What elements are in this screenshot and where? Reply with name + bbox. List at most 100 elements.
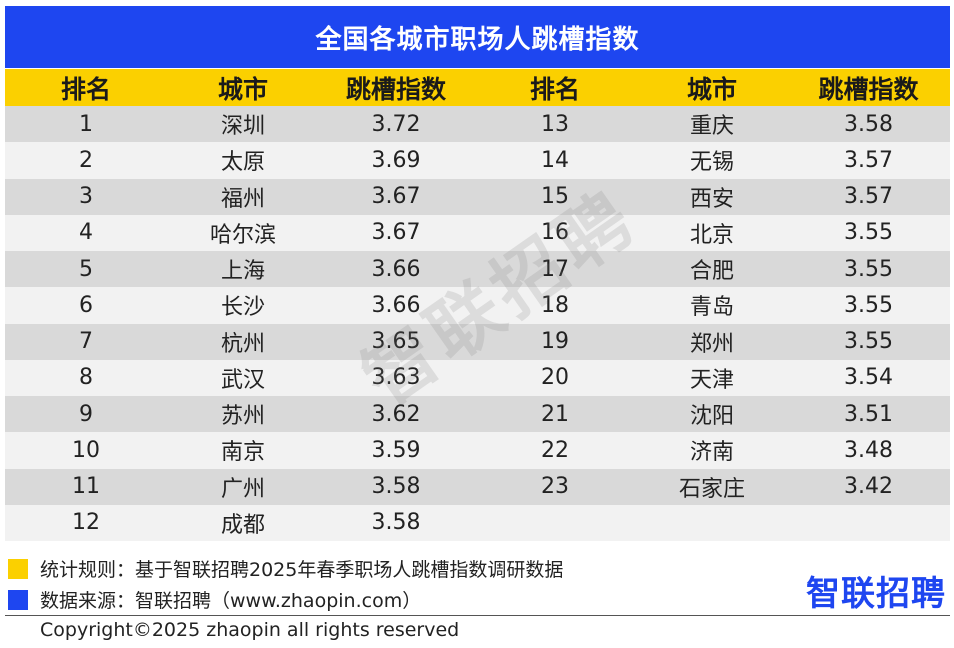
rank-cell-right: 13 — [541, 111, 569, 137]
rank-cell-left: 8 — [79, 365, 93, 391]
header-rank-right: 排名 — [529, 74, 580, 104]
header-city-right: 城市 — [686, 74, 737, 104]
rank-cell-right: 19 — [541, 329, 569, 355]
rank-cell-right: 21 — [541, 401, 569, 427]
index-cell-right: 3.57 — [844, 147, 893, 173]
index-cell-left: 3.65 — [371, 329, 421, 355]
index-cell-right: 3.55 — [844, 329, 893, 355]
index-cell-right: 3.58 — [844, 111, 893, 137]
city-cell-left: 上海 — [220, 259, 265, 285]
index-cell-left: 3.67 — [371, 184, 421, 210]
table-row: 4 哈尔滨 3.67 16 北京 3.55 — [5, 214, 950, 251]
city-cell-left: 太原 — [220, 150, 265, 176]
index-cell-right: 3.51 — [844, 401, 893, 427]
table-row: 8 武汉 3.63 20 天津 3.54 — [5, 359, 950, 396]
legend-rule-text: 统计规则：基于智联招聘2025年春季职场人跳槽指数调研数据 — [40, 559, 564, 581]
city-cell-right: 郑州 — [689, 331, 734, 357]
zhaopin-logo: 智联招聘 — [806, 574, 946, 614]
table-row: 11 广州 3.58 23 石家庄 3.42 — [5, 468, 950, 505]
rank-cell-right: 15 — [541, 184, 569, 210]
index-cell-left: 3.59 — [371, 437, 421, 463]
rank-cell-left: 7 — [79, 329, 93, 355]
table-row: 10 南京 3.59 22 济南 3.48 — [5, 432, 950, 469]
table-row: 3 福州 3.67 15 西安 3.57 — [5, 178, 950, 215]
index-cell-left: 3.58 — [371, 510, 421, 536]
copyright-text: Copyright©2025 zhaopin all rights reserv… — [40, 619, 460, 641]
index-cell-right: 3.42 — [844, 474, 893, 500]
table-row: 9 苏州 3.62 21 沈阳 3.51 — [5, 396, 950, 433]
city-cell-right: 天津 — [689, 367, 734, 393]
city-cell-right: 合肥 — [689, 259, 734, 285]
header-city-left: 城市 — [217, 74, 268, 104]
rank-cell-right — [473, 505, 637, 541]
city-cell-right: 济南 — [689, 440, 734, 466]
index-cell-right: 3.55 — [844, 256, 893, 282]
city-cell-right — [637, 505, 787, 541]
index-cell-right: 3.54 — [844, 365, 893, 391]
rank-cell-left: 4 — [79, 220, 93, 246]
index-cell-right — [787, 505, 950, 541]
city-cell-left: 武汉 — [220, 367, 265, 393]
legend-swatch-yellow — [8, 558, 28, 579]
table-header: 排名 城市 跳槽指数 排名 城市 跳槽指数 — [5, 69, 950, 106]
table-body: 1 深圳 3.72 13 重庆 3.58 2 太原 3.69 14 无锡 3.57 3 福州 3.67 15 西… — [5, 106, 950, 541]
city-cell-left: 长沙 — [220, 295, 265, 321]
legend-source: 数据来源：智联招聘（www.zhaopin.com） — [8, 586, 421, 613]
rank-cell-right: 17 — [541, 256, 569, 282]
header-index-right: 跳槽指数 — [818, 74, 919, 104]
city-cell-right: 无锡 — [689, 150, 734, 176]
rank-cell-left: 2 — [79, 147, 93, 173]
rank-cell-left: 9 — [79, 401, 93, 427]
city-cell-right: 青岛 — [689, 295, 734, 321]
rank-cell-right: 16 — [541, 220, 569, 246]
city-cell-right: 西安 — [689, 186, 734, 212]
rank-cell-right: 20 — [541, 365, 569, 391]
rank-cell-right: 18 — [541, 292, 569, 318]
table-row: 2 太原 3.69 14 无锡 3.57 — [5, 142, 950, 179]
city-cell-left: 广州 — [220, 476, 265, 502]
index-cell-left: 3.69 — [371, 147, 421, 173]
index-cell-left: 3.66 — [371, 256, 421, 282]
rank-cell-left: 5 — [79, 256, 93, 282]
index-cell-left: 3.62 — [371, 401, 421, 427]
header-rank-left: 排名 — [60, 74, 111, 104]
table-title: 全国各城市职场人跳槽指数 — [5, 6, 950, 68]
index-cell-left: 3.66 — [371, 292, 421, 318]
city-cell-left: 苏州 — [220, 404, 265, 430]
city-cell-right: 北京 — [689, 222, 734, 248]
city-cell-left: 成都 — [220, 512, 265, 538]
city-cell-right: 石家庄 — [678, 476, 745, 502]
rank-cell-right: 22 — [541, 437, 569, 463]
index-cell-left: 3.67 — [371, 220, 421, 246]
table-row: 7 杭州 3.65 19 郑州 3.55 — [5, 323, 950, 360]
city-cell-left: 福州 — [220, 186, 265, 212]
rank-cell-right: 14 — [541, 147, 569, 173]
city-cell-left: 南京 — [220, 440, 265, 466]
index-cell-left: 3.58 — [371, 474, 421, 500]
table-row: 1 深圳 3.72 13 重庆 3.58 — [5, 106, 950, 143]
legend-source-text: 数据来源：智联招聘（www.zhaopin.com） — [40, 590, 422, 612]
index-cell-right: 3.55 — [844, 220, 893, 246]
index-cell-right: 3.55 — [844, 292, 893, 318]
index-cell-left: 3.72 — [371, 111, 421, 137]
index-cell-right: 3.48 — [844, 437, 893, 463]
rank-cell-left: 3 — [79, 184, 93, 210]
table-row: 12 成都 3.58 — [5, 504, 950, 541]
table-row: 6 长沙 3.66 18 青岛 3.55 — [5, 287, 950, 324]
legend-rule: 统计规则：基于智联招聘2025年春季职场人跳槽指数调研数据 — [8, 555, 563, 582]
header-index-left: 跳槽指数 — [345, 74, 446, 104]
index-cell-right: 3.57 — [844, 184, 893, 210]
rank-cell-right: 23 — [541, 474, 569, 500]
rank-cell-left: 11 — [72, 474, 100, 500]
footer-divider — [5, 615, 950, 616]
city-cell-right: 重庆 — [689, 114, 734, 140]
rank-cell-left: 10 — [72, 437, 100, 463]
city-cell-left: 杭州 — [220, 331, 265, 357]
rank-cell-left: 12 — [72, 510, 100, 536]
rank-cell-left: 6 — [79, 292, 93, 318]
table-row: 5 上海 3.66 17 合肥 3.55 — [5, 251, 950, 288]
city-cell-left: 哈尔滨 — [209, 222, 276, 248]
rank-cell-left: 1 — [79, 111, 93, 137]
index-cell-left: 3.63 — [371, 365, 421, 391]
city-cell-right: 沈阳 — [689, 404, 734, 430]
